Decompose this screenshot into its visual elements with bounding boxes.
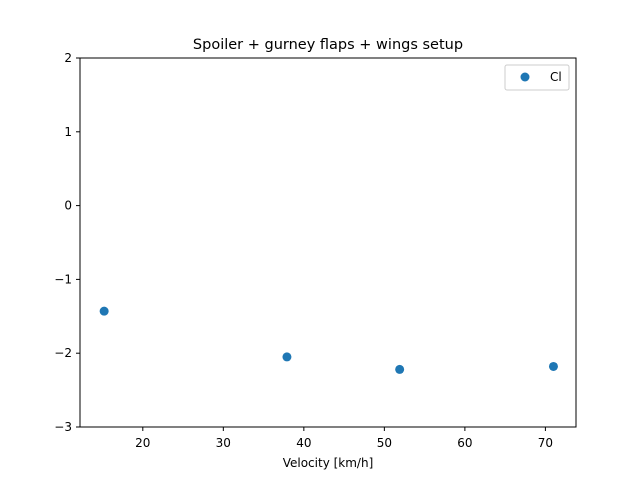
- y-tick-label: 1: [64, 125, 72, 139]
- legend: Cl: [504, 64, 570, 91]
- legend-marker-cl: [520, 72, 530, 82]
- legend-label-cl: Cl: [550, 70, 562, 84]
- chart-title: Spoiler + gurney flaps + wings setup: [193, 37, 463, 53]
- y-tick-label: −3: [54, 420, 72, 434]
- y-tick-label: 2: [64, 51, 72, 65]
- x-axis: 20 30 40 50 60 70: [135, 427, 553, 450]
- y-axis: 2 1 0 −1 −2 −3: [54, 51, 80, 434]
- plot-area: [80, 58, 576, 427]
- data-point: [99, 306, 109, 316]
- data-point: [548, 361, 558, 371]
- y-tick-label: −2: [54, 346, 72, 360]
- data-points: [99, 306, 558, 374]
- data-point: [395, 364, 405, 374]
- x-tick-label: 30: [216, 436, 231, 450]
- legend-box: [504, 64, 570, 91]
- x-tick-label: 50: [377, 436, 392, 450]
- x-axis-label: Velocity [km/h]: [283, 456, 374, 470]
- data-point: [282, 352, 292, 362]
- y-tick-label: −1: [54, 272, 72, 286]
- x-tick-label: 70: [538, 436, 553, 450]
- x-tick-label: 40: [296, 436, 311, 450]
- x-tick-label: 60: [457, 436, 472, 450]
- y-tick-label: 0: [64, 199, 72, 213]
- plot-frame: [79, 57, 577, 428]
- x-tick-label: 20: [135, 436, 150, 450]
